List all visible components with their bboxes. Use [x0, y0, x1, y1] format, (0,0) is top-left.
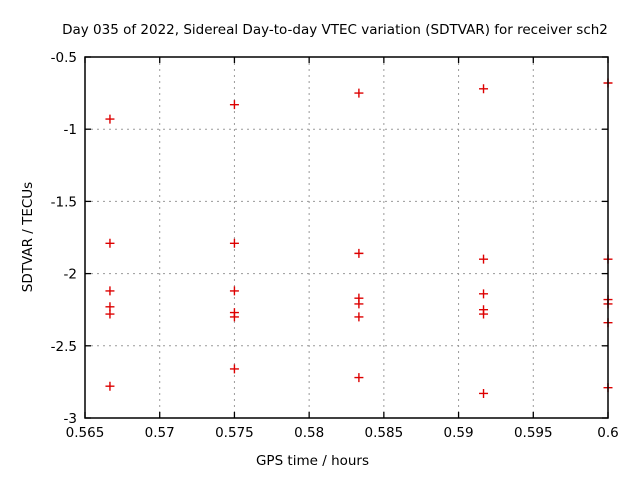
y-tick-label: -2	[64, 267, 77, 283]
x-tick-label: 0.575	[215, 425, 254, 441]
y-axis-label: SDTVAR / TECUs	[20, 181, 36, 293]
data-point	[479, 309, 489, 319]
data-point	[229, 286, 239, 296]
data-point	[229, 238, 239, 248]
x-tick-label: 0.595	[514, 425, 553, 441]
data-point	[229, 364, 239, 374]
chart-title: Day 035 of 2022, Sidereal Day-to-day VTE…	[62, 22, 608, 38]
data-point	[105, 286, 115, 296]
y-tick-label: -1.5	[51, 194, 77, 210]
x-tick-label: 0.565	[66, 425, 105, 441]
data-point	[105, 114, 115, 124]
data-point	[479, 289, 489, 299]
data-point	[105, 238, 115, 248]
x-tick-label: 0.57	[145, 425, 175, 441]
x-axis-label: GPS time / hours	[255, 453, 370, 469]
data-point	[229, 312, 239, 322]
data-point	[105, 309, 115, 319]
y-tick-label: -3	[64, 411, 77, 427]
y-tick-label: -1	[64, 122, 77, 138]
data-point	[354, 88, 364, 98]
data-point	[354, 299, 364, 309]
x-tick-label: 0.585	[365, 425, 404, 441]
data-point	[479, 84, 489, 94]
data-point	[479, 254, 489, 264]
x-tick-label: 0.58	[294, 425, 324, 441]
data-point	[354, 373, 364, 383]
data-point	[354, 248, 364, 258]
x-tick-label: 0.59	[444, 425, 474, 441]
data-point	[229, 100, 239, 110]
plot-border	[84, 56, 609, 419]
data-point	[105, 381, 115, 391]
y-tick-label: -0.5	[51, 50, 77, 66]
y-tick-label: -2.5	[51, 339, 77, 355]
data-point	[354, 312, 364, 322]
data-point	[479, 388, 489, 398]
x-tick-label: 0.6	[597, 425, 618, 441]
